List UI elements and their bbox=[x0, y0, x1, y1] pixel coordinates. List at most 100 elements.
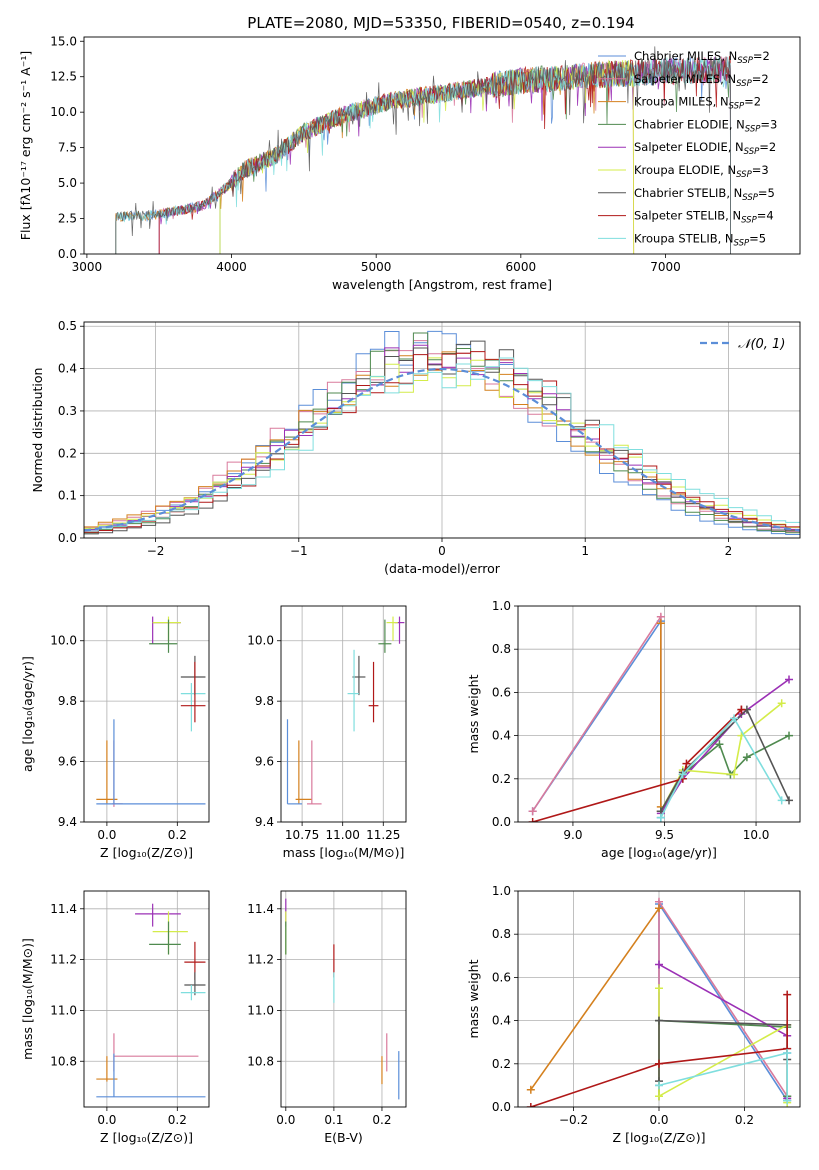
y-tick-label: 10.8 bbox=[50, 1054, 77, 1068]
weight-marker bbox=[655, 984, 663, 993]
weight-marker bbox=[783, 1049, 792, 1057]
y-tick-label: 11.0 bbox=[247, 1003, 274, 1017]
legend-label: Salpeter STELIB, NSSP=4 bbox=[634, 209, 774, 226]
panel-spectrum: 3000 4000 5000 6000 7000 0.0 2.5 5.0 7.5 10.0 12.5… bbox=[18, 34, 801, 292]
y-tick-label: 0.5 bbox=[58, 319, 77, 333]
y-tick-label: 11.2 bbox=[50, 953, 77, 967]
errorbar-point bbox=[378, 619, 392, 653]
x-tick-label: 0.2 bbox=[372, 1113, 391, 1127]
errorbar-point bbox=[96, 719, 206, 805]
x-tick-label: 2 bbox=[725, 544, 733, 558]
x-tick-label: 4000 bbox=[216, 260, 247, 274]
y-tick-label: 9.6 bbox=[255, 755, 274, 769]
y-tick-label: 10.0 bbox=[247, 634, 274, 648]
errorbar-point bbox=[295, 740, 312, 804]
y-tick-label: 9.4 bbox=[255, 815, 274, 829]
weight-marker bbox=[783, 990, 792, 999]
weight-marker bbox=[730, 770, 739, 779]
errorbar-point bbox=[152, 616, 181, 641]
x-tick-label: 0.2 bbox=[735, 1113, 754, 1127]
y-tick-label: 9.6 bbox=[58, 755, 77, 769]
legend-label: Chabrier STELIB, NSSP=5 bbox=[634, 186, 775, 203]
y-tick-label: 11.0 bbox=[50, 1003, 77, 1017]
weight-marker bbox=[526, 1103, 535, 1107]
panel-age_vs_Z: 0.0 0.2 9.4 9.6 9.8 10.0 Z [log₁₀(Z/Z⊙)] age [l… bbox=[20, 605, 210, 860]
spectrum-line bbox=[115, 60, 635, 254]
errorbar-point bbox=[394, 616, 405, 644]
weight-marker bbox=[656, 619, 665, 628]
x-tick-label: 0.0 bbox=[97, 1113, 116, 1127]
y-tick-label: 2.5 bbox=[58, 212, 77, 226]
weight-line bbox=[660, 678, 790, 814]
axes-frame bbox=[517, 605, 801, 823]
weight-line bbox=[531, 614, 662, 812]
plot-area bbox=[518, 891, 800, 1107]
x-tick-label: 0.2 bbox=[168, 828, 187, 842]
panel-weight_vs_Z: −0.2 0.0 0.2 0.0 0.2 0.4 0.6 0.8 1.0 Z [log₁₀(Z/Z… bbox=[466, 884, 801, 1145]
y-tick-label: 9.4 bbox=[58, 815, 77, 829]
errorbar-point bbox=[180, 655, 206, 696]
weight-marker bbox=[730, 714, 739, 723]
plot-area bbox=[84, 606, 209, 822]
weight-marker bbox=[655, 1059, 663, 1068]
x-tick-label: −1 bbox=[290, 544, 308, 558]
weight-marker bbox=[655, 1092, 663, 1101]
errorbar-point bbox=[286, 719, 303, 805]
weight-marker bbox=[737, 705, 746, 714]
y-tick-label: 0.6 bbox=[492, 685, 511, 699]
y-tick-label: 10.0 bbox=[50, 105, 77, 119]
errorbar-point bbox=[96, 1053, 206, 1098]
errorbar-point bbox=[347, 649, 359, 732]
weight-marker bbox=[528, 807, 537, 816]
weight-marker bbox=[655, 904, 663, 913]
weight-marker bbox=[655, 1081, 663, 1090]
legend-label: 𝒩(0, 1) bbox=[738, 337, 785, 352]
x-axis-label: Z [log₁₀(Z/Z⊙)] bbox=[613, 1130, 706, 1145]
y-axis-label: age [log₁₀(age/yr)] bbox=[20, 656, 35, 772]
axes-frame bbox=[83, 605, 210, 823]
x-axis-label: (data-model)/error bbox=[384, 561, 501, 576]
x-axis-label: Z [log₁₀(Z/Z⊙)] bbox=[100, 1130, 193, 1145]
y-tick-label: 11.2 bbox=[247, 953, 274, 967]
errorbar-point bbox=[184, 972, 206, 996]
legend-label: Chabrier MILES, NSSP=2 bbox=[634, 49, 770, 66]
weight-marker bbox=[678, 770, 687, 779]
y-tick-label: 5.0 bbox=[58, 176, 77, 190]
errorbar-point bbox=[180, 683, 206, 732]
spectrum-line bbox=[158, 56, 731, 254]
y-tick-label: 0.1 bbox=[58, 489, 77, 503]
x-axis-label: E(B-V) bbox=[324, 1130, 363, 1145]
y-tick-label: 0.2 bbox=[492, 1057, 511, 1071]
weight-marker bbox=[682, 759, 691, 768]
weight-line bbox=[660, 708, 790, 812]
histogram-series bbox=[84, 357, 800, 532]
x-tick-label: 10.0 bbox=[743, 828, 770, 842]
y-tick-label: 0.0 bbox=[58, 531, 77, 545]
y-tick-label: 0.8 bbox=[492, 642, 511, 656]
legend-label: Chabrier ELODIE, NSSP=3 bbox=[634, 117, 777, 134]
y-tick-label: 1.0 bbox=[492, 884, 511, 898]
axes-frame bbox=[83, 36, 801, 255]
figure-title: PLATE=2080, MJD=53350, FIBERID=0540, z=0… bbox=[247, 14, 634, 32]
x-tick-label: 6000 bbox=[506, 260, 537, 274]
x-axis-label: wavelength [Angstrom, rest frame] bbox=[332, 277, 552, 292]
panel-age_vs_mass: 10.75 11.00 11.25 9.4 9.6 9.8 10.0 mass [log₁₀(… bbox=[247, 605, 407, 860]
y-tick-label: 0.2 bbox=[58, 446, 77, 460]
y-tick-label: 10.0 bbox=[50, 634, 77, 648]
histogram-series bbox=[84, 330, 800, 535]
y-tick-label: 0.8 bbox=[492, 927, 511, 941]
histogram-series bbox=[84, 351, 800, 533]
x-tick-label: −2 bbox=[147, 544, 165, 558]
y-tick-label: 9.8 bbox=[255, 694, 274, 708]
y-tick-label: 0.2 bbox=[492, 772, 511, 786]
weight-marker bbox=[785, 796, 794, 805]
weight-marker bbox=[785, 675, 794, 684]
y-axis-label: mass [log₁₀(M/M⊙)] bbox=[20, 938, 35, 1060]
weight-line bbox=[658, 901, 789, 1104]
weight-marker bbox=[656, 813, 665, 822]
panel-weight_vs_age: 9.0 9.5 10.0 0.0 0.2 0.4 0.6 0.8 1.0 age [log₁₀(a… bbox=[466, 599, 801, 860]
weight-line bbox=[660, 702, 783, 812]
x-tick-label: 11.25 bbox=[366, 828, 400, 842]
weight-marker bbox=[526, 1085, 535, 1094]
